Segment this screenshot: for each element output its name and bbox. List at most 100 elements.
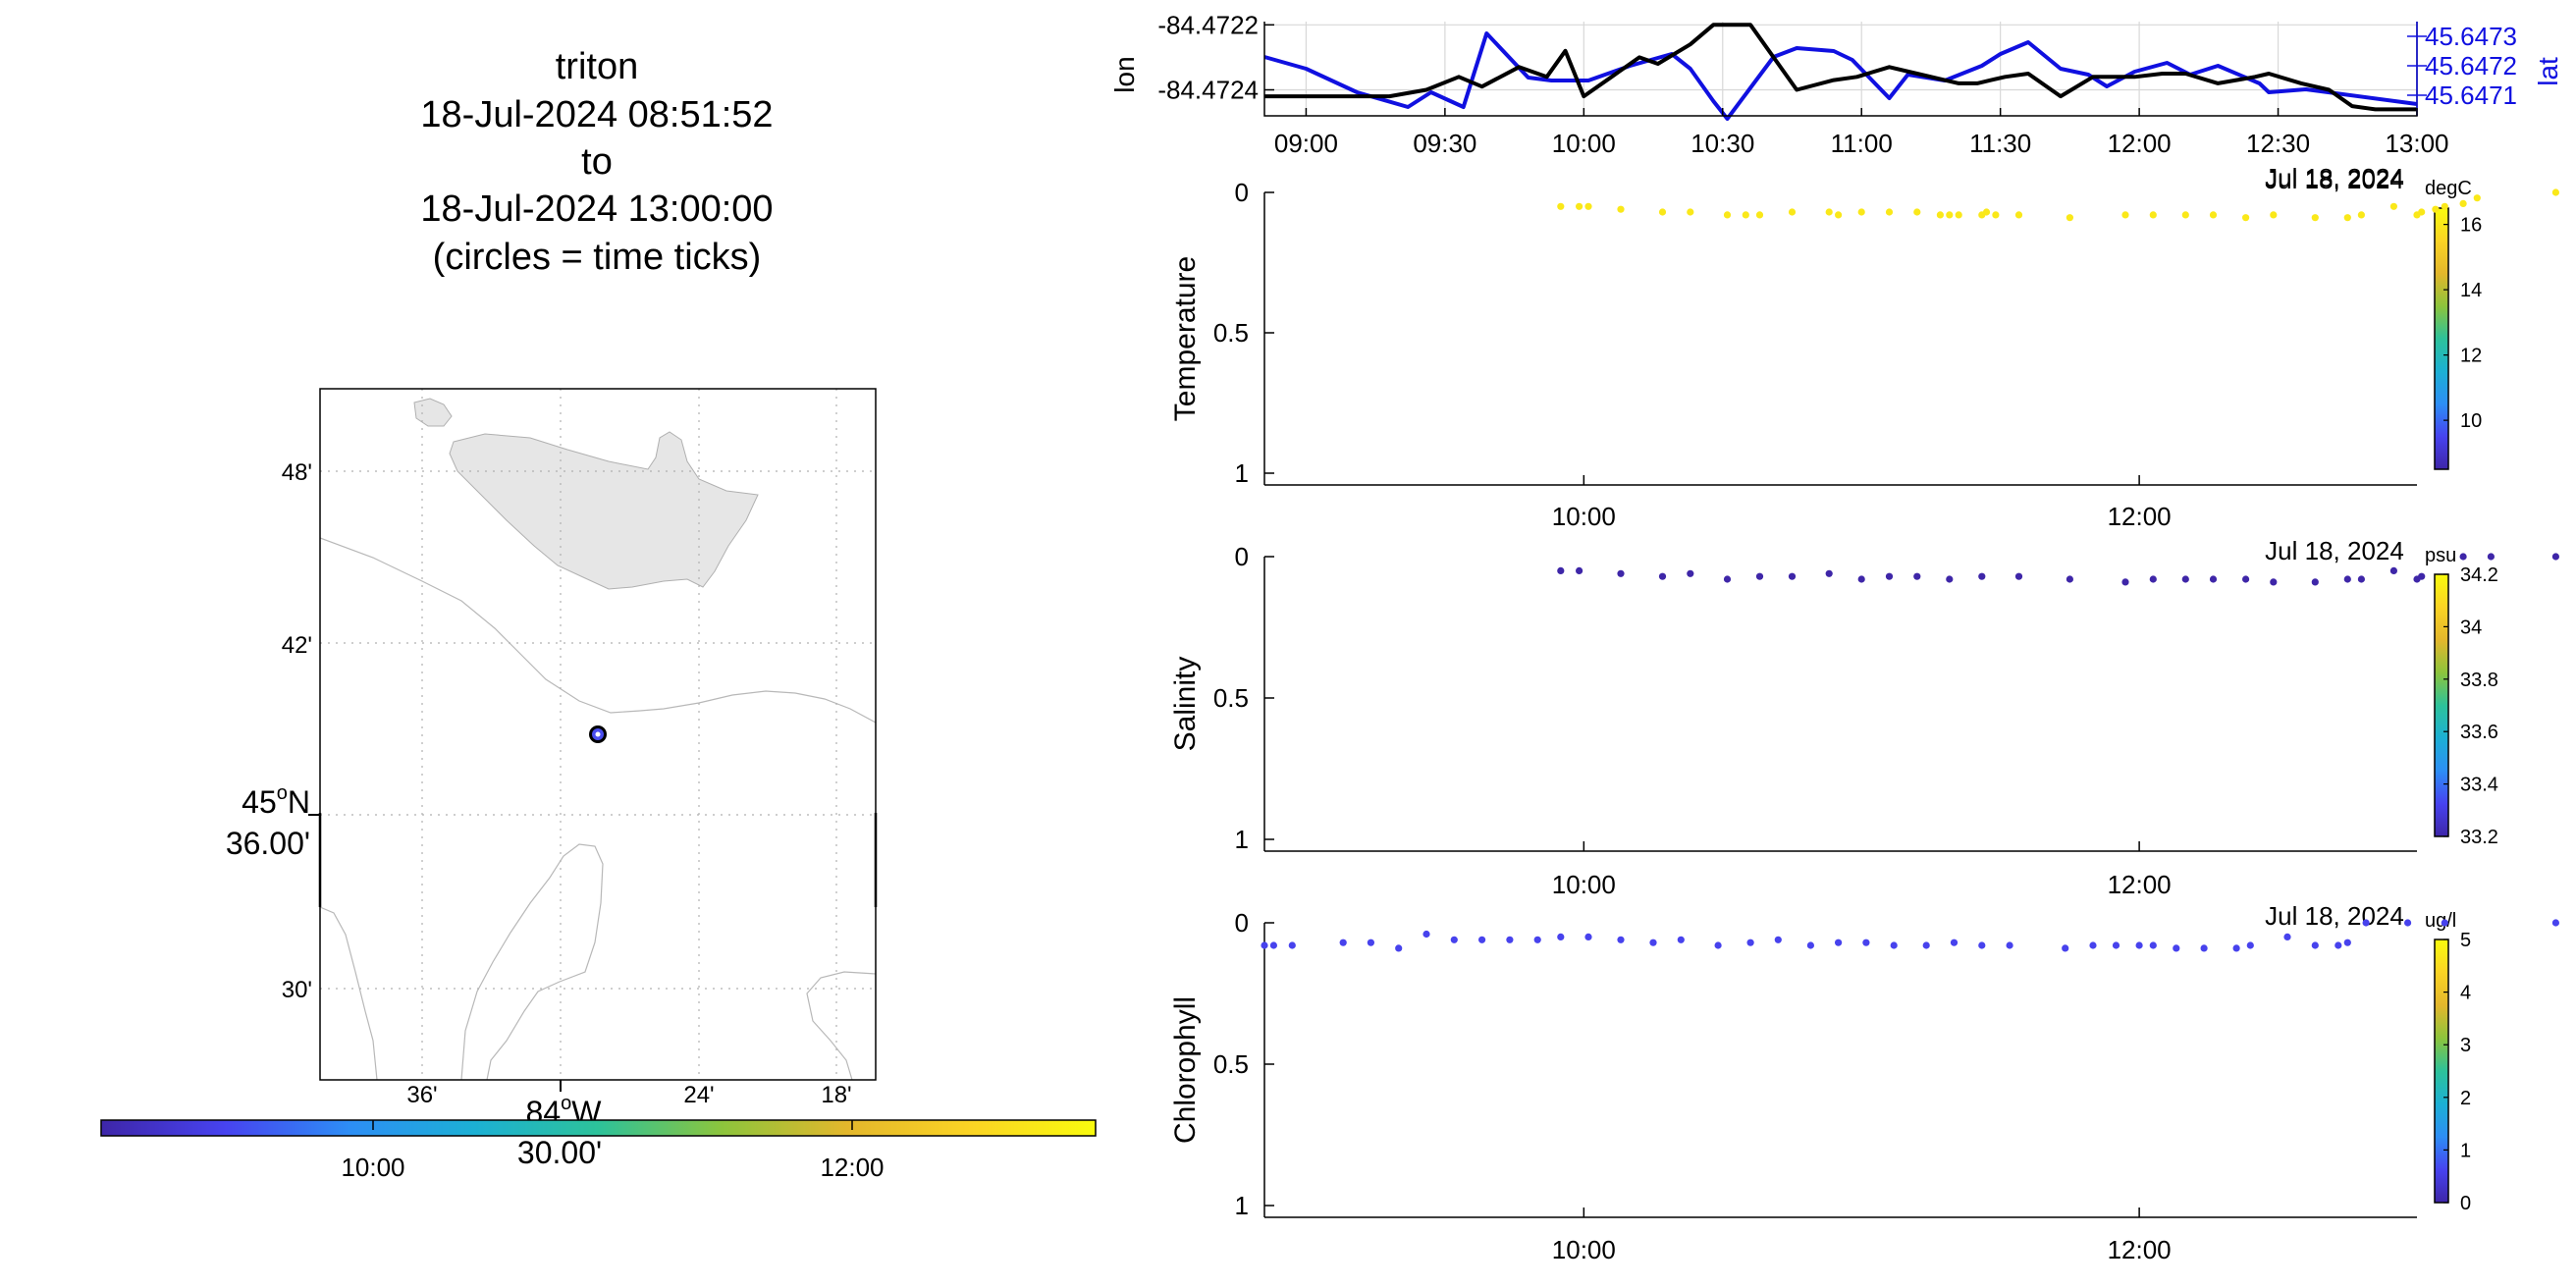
temperature-data-point <box>2551 188 2559 196</box>
chlorophyll-axis-label: Chlorophyll <box>1169 996 1202 1144</box>
chlorophyll-data-point <box>1269 941 1277 949</box>
salinity-data-point <box>1788 572 1797 580</box>
chlorophyll-data-point <box>2173 944 2180 952</box>
temperature-data-point <box>2209 211 2218 219</box>
chlorophyll-colorbar <box>2434 939 2449 1204</box>
chlorophyll-data-point <box>1584 933 1592 941</box>
temperature-colorbar <box>2434 207 2449 470</box>
temperature-y-tick-label: 1 <box>1235 458 1249 488</box>
chlorophyll-data-point <box>1649 939 1657 946</box>
chlorophyll-panel: 0 0.5 1 10:00 12:00 Chlorophyll Jul 18, 2024 5 4… <box>1169 901 2559 1264</box>
map-lat-tick-42: 42' <box>282 632 312 659</box>
position-x-tick-label: 09:30 <box>1413 129 1476 158</box>
temperature-data-point <box>1913 208 1921 216</box>
map-gridlines <box>320 389 876 1080</box>
salinity-data-point <box>2459 553 2467 561</box>
chlorophyll-data-point <box>1714 941 1722 949</box>
chlorophyll-data-point <box>1339 939 1347 946</box>
chlorophyll-colorbar-tick-label: 3 <box>2460 1035 2471 1056</box>
position-x-tick-label: 09:00 <box>1274 129 1338 158</box>
salinity-data-point <box>2014 572 2023 580</box>
lat-tick-label: 45.6473 <box>2425 22 2517 51</box>
map-frame <box>319 388 877 1081</box>
chlorophyll-date-label: Jul 18, 2024 <box>2265 901 2404 931</box>
chlorophyll-data-point <box>1806 941 1814 949</box>
chlorophyll-data-point <box>2089 941 2097 949</box>
shoreline-south-peninsula <box>460 843 604 1080</box>
salinity-colorbar-tick-label: 33.8 <box>2460 670 2498 691</box>
chlorophyll-data-point <box>2112 941 2120 949</box>
salinity-colorbar-tick-label: 33.2 <box>2460 827 2498 848</box>
temperature-data-point <box>2432 205 2440 213</box>
salinity-data-point <box>2418 572 2426 580</box>
temperature-data-point <box>2343 214 2351 222</box>
chlorophyll-colorbar-tick-label: 1 <box>2460 1140 2471 1161</box>
chlorophyll-data-point <box>1506 936 1514 943</box>
chlorophyll-data-point <box>2441 919 2448 927</box>
track-map: 48' 42' 30' 45oN 36.00' 36' 24' 18' 84oW… <box>100 388 1097 1182</box>
temperature-data-point <box>1557 202 1565 210</box>
temperature-data-point <box>1885 208 1894 216</box>
chlorophyll-data-point <box>1533 936 1541 943</box>
salinity-panel: 0 0.5 1 10:00 12:00 Salinity Jul 18, 2024 34.2 3… <box>1169 536 2559 899</box>
temperature-data-point <box>1835 211 1843 219</box>
position-time-ticks: 09:00 09:30 10:00 10:30 11:00 11:30 12:00 12:30… <box>1274 108 2449 158</box>
salinity-axis-label: Salinity <box>1169 657 1202 752</box>
temperature-data-point <box>1617 205 1625 213</box>
chlorophyll-data-point <box>1617 936 1625 943</box>
chlorophyll-data-point <box>2362 919 2370 927</box>
temperature-data-point <box>2121 211 2129 219</box>
chlorophyll-data-point <box>2135 941 2143 949</box>
time-colorbar-tick-1200: 12:00 <box>820 1153 884 1182</box>
chlorophyll-data-point <box>2200 944 2208 952</box>
chlorophyll-data-point <box>2404 919 2412 927</box>
shoreline-south-east <box>806 971 876 1080</box>
salinity-colorbar-tick-label: 34 <box>2460 617 2482 638</box>
salinity-data-point <box>2311 578 2319 586</box>
map-lon-tick-18: 18' <box>821 1082 851 1108</box>
chlorophyll-data-point <box>1367 939 1374 946</box>
chlorophyll-data-point <box>1774 936 1782 943</box>
position-x-tick-label: 10:30 <box>1690 129 1754 158</box>
salinity-data-point <box>1857 575 1865 583</box>
chlorophyll-data-point <box>1978 941 1986 949</box>
chlorophyll-data-point <box>1862 939 1870 946</box>
temperature-data-point <box>1576 202 1583 210</box>
lon-series-line <box>1264 23 2417 112</box>
temperature-data-point <box>1825 208 1833 216</box>
temperature-data-point <box>1742 211 1749 219</box>
salinity-data-point <box>1576 566 1583 575</box>
position-gridlines <box>1264 22 2418 116</box>
lat-tick-label: 45.6471 <box>2425 80 2517 110</box>
temperature-data-point <box>2389 202 2397 210</box>
chlorophyll-data-point <box>1835 939 1843 946</box>
salinity-data-point <box>1913 572 1921 580</box>
map-lon-tick-36: 36' <box>406 1082 437 1108</box>
chlorophyll-y-tick-label: 1 <box>1235 1191 1249 1220</box>
salinity-colorbar-tick-label: 33.4 <box>2460 775 2498 796</box>
temperature-data-point <box>2242 214 2250 222</box>
temperature-data-point <box>2014 211 2023 219</box>
temperature-data-point <box>2441 202 2448 210</box>
time-colorbar <box>100 1119 1097 1137</box>
chlorophyll-x-tick-label: 10:00 <box>1552 1235 1616 1264</box>
salinity-unit-label: psu <box>2425 545 2456 566</box>
temperature-panel: 0 0.5 1 10:00 12:00 Temperature Jul 18, 2024 16… <box>1169 163 2559 531</box>
salinity-data-point <box>1723 575 1732 583</box>
time-colorbar-tick-1000: 10:00 <box>341 1153 404 1182</box>
lat-series-line <box>1263 31 2418 121</box>
position-x-tick-label: 10:00 <box>1552 129 1616 158</box>
temperature-y-tick-label: 0.5 <box>1213 318 1249 348</box>
temperature-data-point <box>2311 214 2319 222</box>
chlorophyll-data-point <box>2246 941 2254 949</box>
temperature-data-point <box>1946 211 1954 219</box>
chlorophyll-data-point <box>1746 939 1754 946</box>
position-x-tick-label: 12:00 <box>2108 129 2172 158</box>
temperature-data-point <box>1658 208 1667 216</box>
chlorophyll-data-point <box>2551 919 2559 927</box>
salinity-data-point <box>2066 575 2073 583</box>
chlorophyll-data-point <box>1478 936 1486 943</box>
temperature-date-label: Jul 18, 2024 <box>2265 163 2404 192</box>
salinity-colorbar <box>2434 573 2449 837</box>
